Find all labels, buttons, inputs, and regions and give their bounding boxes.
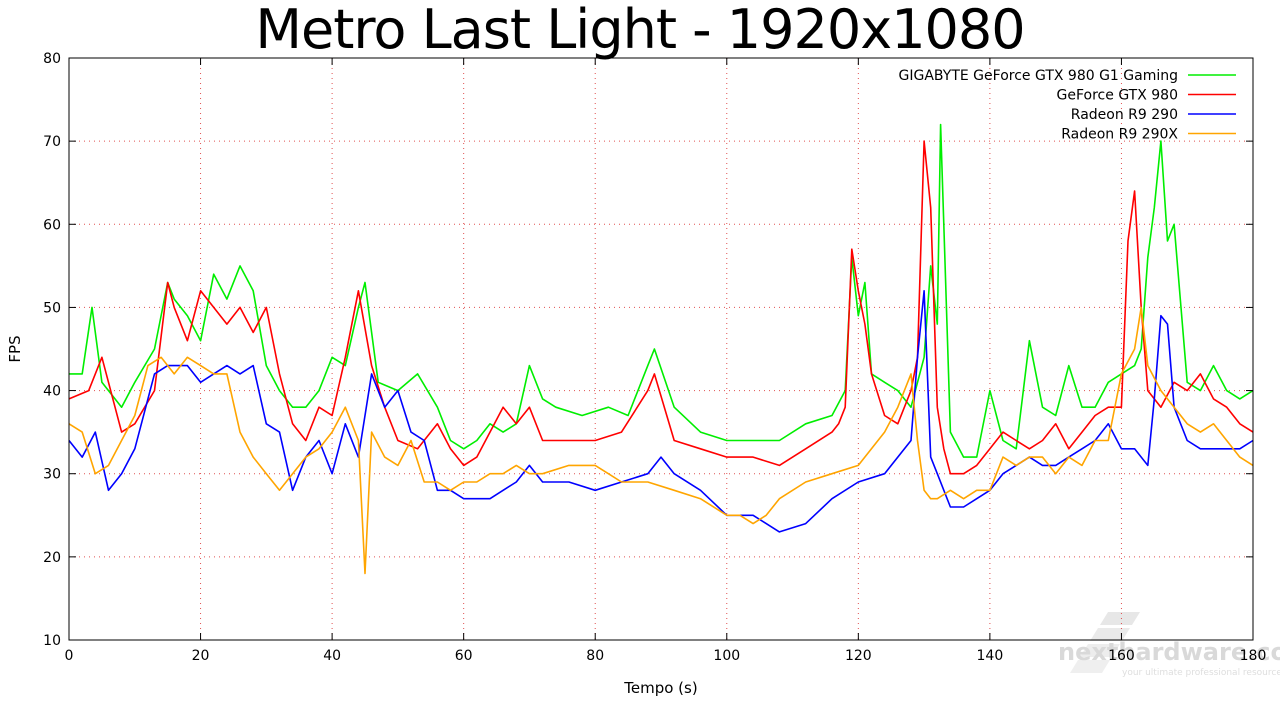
series-line-4 — [68, 306, 1254, 575]
y-tick-label: 80 — [43, 51, 61, 67]
watermark-emblem-icon — [1070, 612, 1140, 673]
legend-label-1: GIGABYTE GeForce GTX 980 G1 Gaming — [899, 68, 1178, 84]
x-tick-label: 160 — [1108, 648, 1135, 664]
x-tick-label: 120 — [845, 648, 872, 664]
y-tick-label: 20 — [43, 550, 61, 566]
y-tick-label: 50 — [43, 300, 61, 316]
watermark-logo: nexthardware.com your ultimate professio… — [1058, 612, 1280, 678]
legend-label-2: GeForce GTX 980 — [1057, 88, 1178, 104]
axis-ticks: 0 20 40 60 80 100 120 140 160 180 10 20 30 40 50 60 70 80 — [43, 51, 1266, 664]
chart-title: Metro Last Light - 1920x1080 — [255, 0, 1025, 61]
series-line-3 — [68, 289, 1254, 533]
series-lines — [68, 123, 1254, 575]
x-tick-label: 180 — [1240, 648, 1267, 664]
legend-label-3: Radeon R9 290 — [1071, 107, 1178, 123]
y-axis-label: FPS — [6, 335, 24, 362]
grid-lines — [69, 58, 1253, 640]
x-tick-label: 80 — [586, 648, 604, 664]
series-line-2 — [68, 140, 1254, 475]
x-axis-label: Tempo (s) — [623, 679, 697, 697]
legend: GIGABYTE GeForce GTX 980 G1 Gaming GeForc… — [899, 68, 1236, 143]
y-tick-label: 40 — [43, 384, 61, 400]
y-tick-label: 10 — [43, 633, 61, 649]
plot-frame — [68, 57, 1254, 641]
x-tick-label: 20 — [192, 648, 210, 664]
x-tick-label: 140 — [977, 648, 1004, 664]
x-tick-label: 0 — [65, 648, 74, 664]
x-tick-label: 40 — [323, 648, 341, 664]
watermark-tagline: your ultimate professional resource — [1122, 668, 1280, 678]
x-tick-label: 100 — [713, 648, 740, 664]
x-tick-label: 60 — [455, 648, 473, 664]
y-tick-label: 60 — [43, 217, 61, 233]
watermark-brand: nexthardware.com — [1058, 638, 1280, 666]
y-tick-label: 30 — [43, 467, 61, 483]
series-line-1 — [69, 123, 1254, 458]
y-tick-label: 70 — [43, 134, 61, 150]
legend-label-4: Radeon R9 290X — [1061, 127, 1178, 143]
